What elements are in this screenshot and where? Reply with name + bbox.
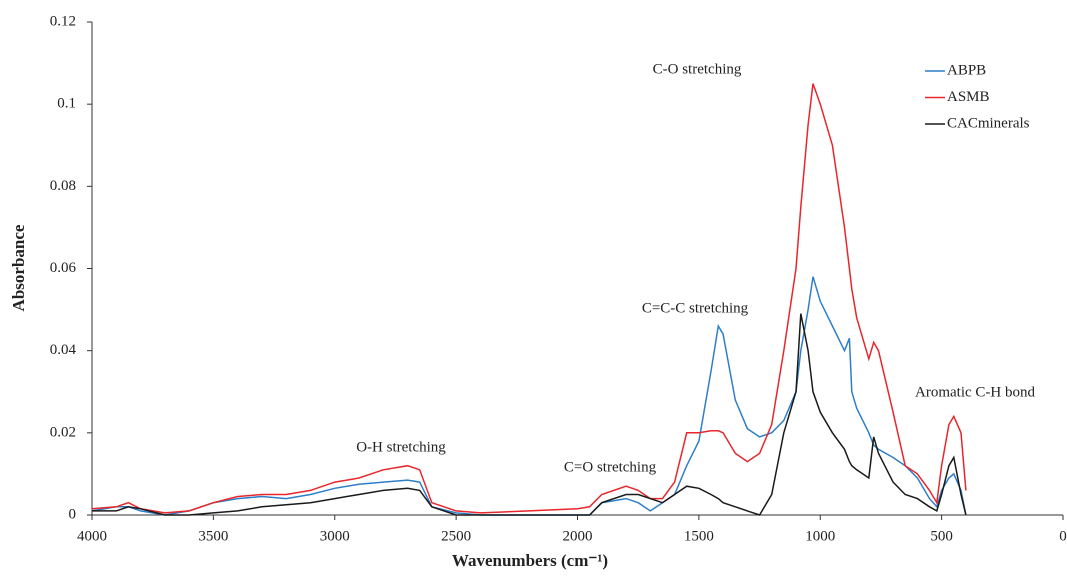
x-tick-label: 4000: [77, 528, 107, 544]
series-line: [91, 276, 967, 516]
y-tick-label: 0.1: [57, 96, 76, 112]
y-tick-label: 0.02: [50, 424, 76, 440]
legend-label: ASMB: [947, 89, 990, 105]
y-tick-label: 0.08: [50, 178, 76, 194]
y-tick-label: 0.04: [50, 342, 77, 358]
y-tick-label: 0.12: [50, 13, 76, 29]
annotation: C=C-C stretching: [642, 300, 749, 316]
x-tick-label: 500: [930, 528, 953, 544]
annotation: C-O stretching: [653, 61, 742, 77]
x-tick-label: 3000: [320, 528, 350, 544]
x-tick-label: 1000: [805, 528, 835, 544]
x-tick-label: 3500: [198, 528, 228, 544]
x-tick-label: 0: [1059, 528, 1067, 544]
y-axis-label: Absorbance: [9, 224, 28, 311]
legend-label: CACminerals: [947, 115, 1030, 131]
x-tick-label: 2500: [441, 528, 471, 544]
annotation: O-H stretching: [356, 439, 446, 455]
y-tick-label: 0.06: [50, 260, 77, 276]
legend-label: ABPB: [947, 62, 986, 78]
annotation: Aromatic C-H bond: [915, 384, 1035, 400]
x-tick-label: 1500: [684, 528, 714, 544]
series-line: [91, 83, 967, 514]
series-line: [92, 313, 967, 516]
y-tick-label: 0: [69, 506, 77, 522]
x-axis-label: Wavenumbers (cm⁻¹): [452, 551, 608, 570]
x-tick-label: 2000: [563, 528, 593, 544]
annotation: C=O stretching: [564, 459, 657, 475]
